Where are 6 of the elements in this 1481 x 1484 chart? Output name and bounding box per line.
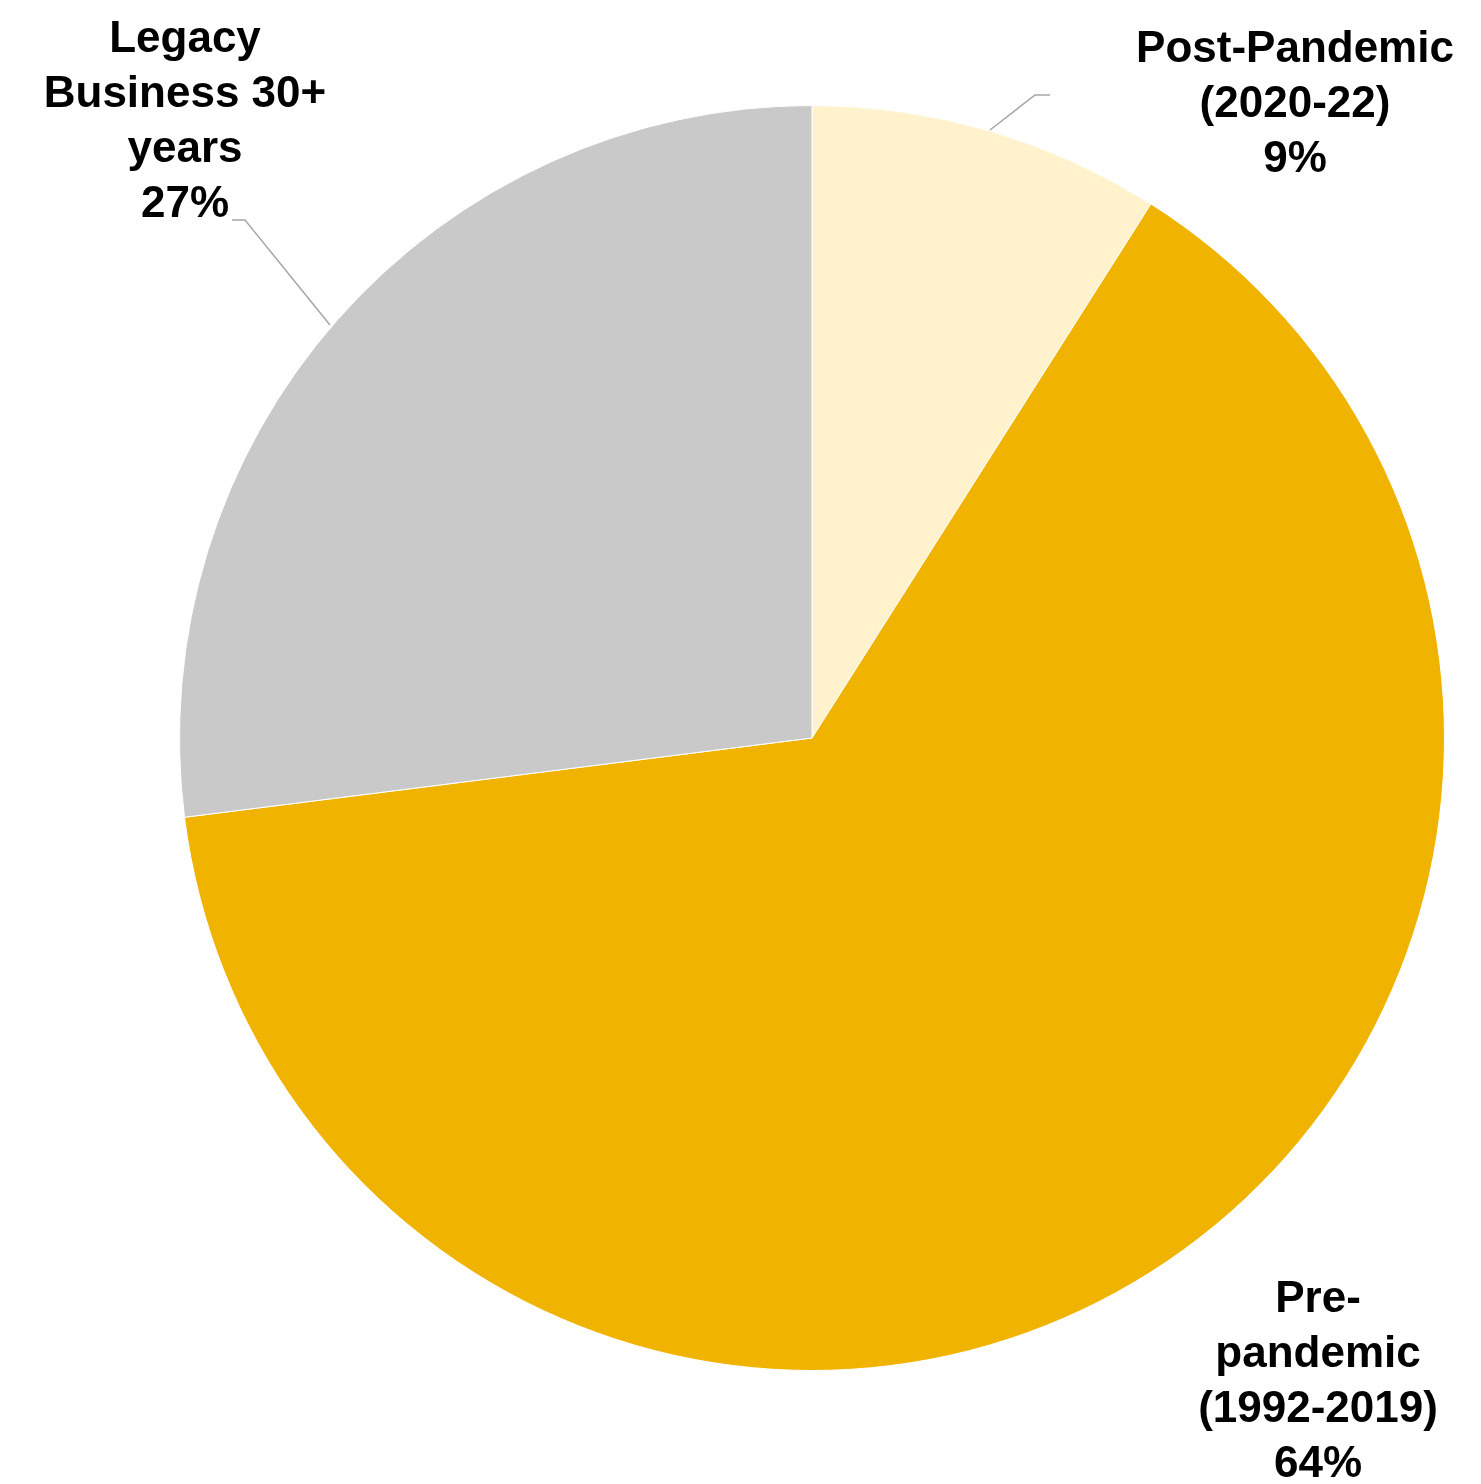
data-label: 9% <box>1263 132 1327 182</box>
slice-label: Post-Pandemic (2020-22) <box>1136 22 1454 127</box>
slice-label: Pre-pandemic (1992-2019) <box>1198 1272 1438 1432</box>
data-label: 27% <box>140 177 230 227</box>
data-label: 64% <box>1273 1437 1363 1484</box>
slice-label: Legacy Business 30+ years <box>43 12 327 172</box>
